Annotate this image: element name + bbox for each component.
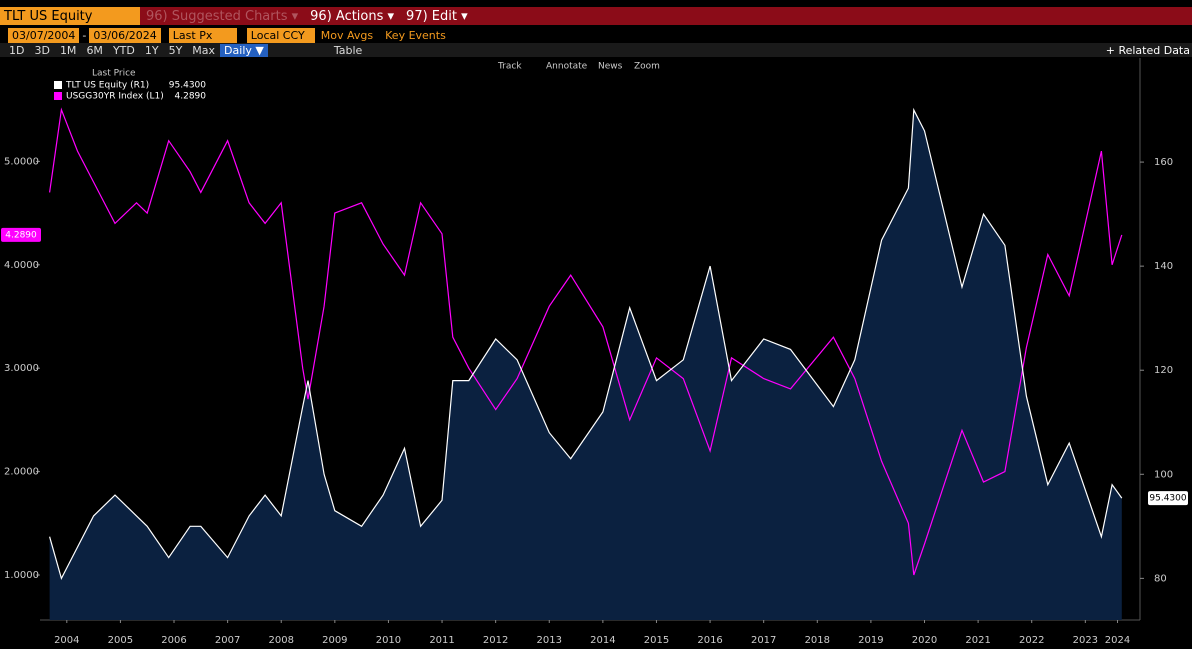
- range-buttons: 1D 3D 1M 6M YTD 1Y 5Y Max: [4, 44, 220, 57]
- mov-avgs[interactable]: Mov Avgs: [320, 29, 374, 42]
- x-tick-label: 2019: [858, 635, 883, 646]
- x-tick-label: 2020: [912, 635, 937, 646]
- x-tick-label: 2004: [54, 635, 79, 646]
- x-tick-label: 2008: [269, 635, 294, 646]
- end-date[interactable]: 03/06/2024: [89, 28, 161, 43]
- y2-tick-label: 100: [1154, 469, 1173, 480]
- y-tick-label: 4.0000: [4, 260, 39, 271]
- legend-value: 4.2890: [175, 92, 207, 102]
- range-button[interactable]: 1M: [59, 43, 77, 57]
- period-select[interactable]: Daily ▼: [220, 43, 268, 57]
- y2-tick-label: 120: [1154, 365, 1173, 376]
- last-value-flag: [1, 227, 41, 242]
- x-tick-label: 2024: [1105, 635, 1130, 646]
- y-tick-label: 5.0000: [4, 156, 39, 167]
- chart: Track Annotate News Zoom 1.0000 2.0000 3.0000 4…: [1, 58, 1188, 646]
- x-tick-label: 2018: [805, 635, 830, 646]
- title-bar: TLT US Equity 96) Suggested Charts ▾ 96)…: [0, 7, 1192, 25]
- legend-box: [50, 66, 208, 103]
- y-tick-label: 3.0000: [4, 363, 39, 374]
- legend-swatch: [54, 81, 62, 89]
- x-tick-label: 2009: [322, 635, 347, 646]
- chart-tool: Zoom: [634, 62, 660, 72]
- line: [49, 107, 1123, 581]
- y2-tick-label: 160: [1154, 157, 1173, 168]
- key-events[interactable]: Key Events: [385, 29, 446, 42]
- chart-tool: Annotate: [546, 62, 588, 72]
- settings-bar: 03/07/2004 - 03/06/2024 Last Px Local CC…: [0, 28, 1192, 43]
- x-tick-label: 2017: [751, 635, 776, 646]
- last-value-flag: [1148, 491, 1188, 506]
- related-data[interactable]: + Related Data: [1105, 43, 1190, 57]
- x-tick-label: 2022: [1019, 635, 1044, 646]
- legend-label: TLT US Equity (R1): [65, 81, 149, 91]
- x-tick-label: 2010: [376, 635, 401, 646]
- range-button[interactable]: 5Y: [168, 43, 183, 57]
- last-value-label: 95.4300: [1149, 494, 1186, 504]
- legend: Last Price TLT US Equity (R1) 95.4300 USGG3…: [50, 66, 208, 103]
- start-date[interactable]: 03/07/2004: [8, 28, 80, 43]
- x-tick-label: 2015: [644, 635, 669, 646]
- range-button[interactable]: Max: [192, 43, 216, 57]
- x-tick-label: 2016: [697, 635, 722, 646]
- x-tick-label: 2012: [483, 635, 508, 646]
- legend-title: Last Price: [92, 69, 136, 79]
- y-tick-label: 1.0000: [4, 570, 39, 581]
- range-button[interactable]: 1D: [9, 43, 25, 57]
- x-tick-label: 2023: [1073, 635, 1098, 646]
- legend-label: USGG30YR Index (L1): [66, 92, 164, 102]
- suggested-button[interactable]: 96) Suggested Charts ▾: [146, 8, 299, 24]
- actions-button[interactable]: 96) Actions ▾: [310, 8, 395, 24]
- security-input[interactable]: TLT US Equity: [0, 7, 140, 25]
- y-tick-label: 2.0000: [4, 467, 39, 478]
- x-tick-label: 2014: [590, 635, 615, 646]
- chart-tool: Track: [497, 62, 522, 72]
- range-bar: 1D 3D 1M 6M YTD 1Y 5Y Max Daily ▼ Table + Relat…: [0, 43, 1192, 57]
- legend-value: 95.4300: [169, 81, 206, 91]
- x-tick-label: 2021: [965, 635, 990, 646]
- currency-select[interactable]: Local CCY: [246, 28, 315, 43]
- table-button[interactable]: Table: [333, 43, 363, 57]
- x-tick-label: 2007: [215, 635, 240, 646]
- range-button[interactable]: 6M: [86, 43, 103, 57]
- x-tick-label: 2013: [537, 635, 562, 646]
- line: [49, 107, 1123, 576]
- range-button[interactable]: 3D: [34, 43, 50, 57]
- date-separator: -: [82, 29, 87, 42]
- range-button[interactable]: 1Y: [144, 43, 159, 57]
- x-tick-label: 2005: [108, 635, 133, 646]
- field-select[interactable]: Last Px: [168, 28, 237, 43]
- y2-tick-label: 140: [1154, 261, 1173, 272]
- chart-tool: News: [598, 62, 623, 72]
- y2-tick-label: 80: [1154, 573, 1167, 584]
- legend-swatch: [54, 92, 62, 100]
- area: [49, 110, 1122, 620]
- last-value-label: 4.2890: [5, 230, 37, 240]
- edit-button[interactable]: 97) Edit ▾: [406, 8, 468, 24]
- x-tick-label: 2011: [429, 635, 454, 646]
- range-button[interactable]: YTD: [112, 43, 135, 57]
- x-tick-label: 2006: [161, 635, 186, 646]
